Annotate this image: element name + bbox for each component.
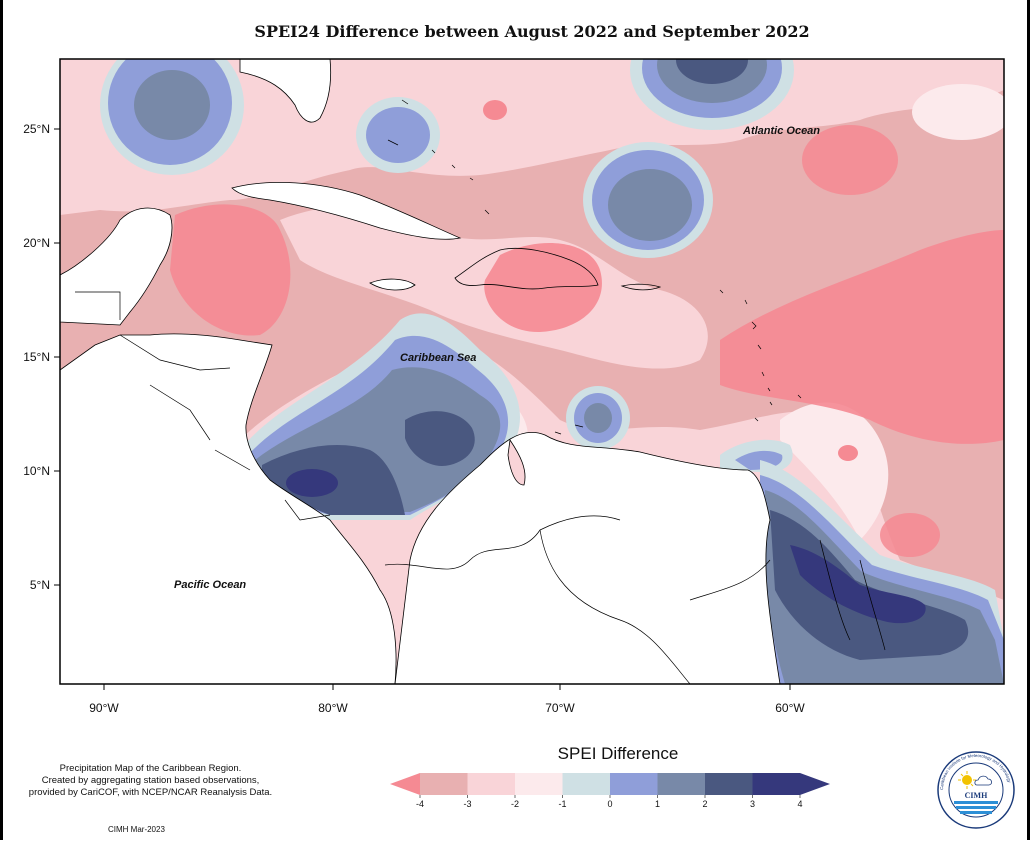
field-dry-small-guiana: [880, 513, 940, 557]
field-dry-atlantic: [802, 125, 898, 195]
land-mexico-yucatan: [60, 207, 173, 326]
wet-curacao: [566, 386, 630, 450]
field-dry-small-n: [483, 100, 507, 120]
plot-frame: [59, 58, 1005, 685]
legend-swatch: [390, 773, 420, 795]
land-florida: [239, 59, 332, 123]
lon-label-90w: 90°W: [89, 701, 119, 715]
legend-swatch: [610, 773, 658, 795]
wet-gulf: [100, 59, 244, 175]
legend-tick-label: 4: [797, 799, 802, 809]
field-dry-hispaniola: [484, 243, 602, 333]
legend-tick-label: -2: [511, 799, 519, 809]
field-dry-small-e: [838, 445, 858, 461]
land-hispaniola: [454, 247, 599, 290]
label-caribbean-sea: Caribbean Sea: [400, 352, 476, 364]
water-waves-icon: [954, 801, 998, 814]
land-south-america: [394, 431, 781, 684]
cloud-icon: [974, 775, 992, 786]
lat-label-5n: 5°N: [30, 578, 50, 592]
legend-swatch: [657, 773, 705, 795]
land-central-america: [60, 333, 397, 684]
legend-swatch: [705, 773, 753, 795]
legend-tick-label: 0: [607, 799, 612, 809]
legend-swatch: [420, 773, 468, 795]
field-dry-west: [170, 204, 291, 336]
legend-tick-label: 2: [702, 799, 707, 809]
legend-swatch: [752, 773, 830, 795]
wet-central-atlantic: [583, 142, 713, 258]
legend-colorbar: -4 -3 -2 -1 0 1 2 3 4: [390, 773, 830, 809]
field-white-northeast: [912, 84, 1004, 140]
land-jamaica: [369, 278, 416, 291]
field-white-east: [780, 402, 889, 540]
lat-label-25n: 25°N: [23, 122, 50, 136]
wet-north-atlantic: [630, 59, 794, 130]
legend-swatch: [562, 773, 610, 795]
legend-tick-label: 1: [655, 799, 660, 809]
legend-swatch: [467, 773, 515, 795]
legend-tick-label: -1: [558, 799, 566, 809]
lon-label-70w: 70°W: [545, 701, 575, 715]
footnote: Precipitation Map of the Caribbean Regio…: [8, 763, 293, 799]
wet-guianas: [760, 460, 1004, 684]
cimh-logo: Caribbean Institute for Meteorology and …: [937, 751, 1015, 829]
land-cuba: [231, 182, 462, 240]
legend-title: SPEI Difference: [557, 744, 679, 763]
axis-ticks: [54, 128, 791, 690]
lat-label-20n: 20°N: [23, 236, 50, 250]
land-puerto-rico: [620, 283, 662, 291]
footnote-line-1: Precipitation Map of the Caribbean Regio…: [59, 763, 242, 774]
land-venezuela-coast: [507, 438, 526, 486]
lon-label-60w: 60°W: [775, 701, 805, 715]
wet-sw-caribbean: [240, 313, 520, 520]
legend-tick-label: 3: [750, 799, 755, 809]
sun-icon: [962, 775, 972, 785]
lesser-antilles: [387, 99, 802, 435]
footnote-line-3: provided by CariCOF, with NCEP/NCAR Rean…: [28, 787, 273, 798]
lat-label-10n: 10°N: [23, 464, 50, 478]
spei-field: [60, 59, 1004, 684]
label-pacific-ocean: Pacific Ocean: [174, 579, 246, 591]
field-dry-east: [720, 230, 1004, 444]
country-borders: [75, 291, 886, 684]
lat-label-15n: 15°N: [23, 350, 50, 364]
legend-swatch: [515, 773, 563, 795]
credit-text: CIMH Mar-2023: [108, 825, 165, 834]
wet-bahamas: [356, 97, 440, 173]
lon-label-80w: 80°W: [318, 701, 348, 715]
map-title: SPEI24 Difference between August 2022 an…: [254, 22, 810, 41]
sun-rays-icon: [958, 771, 976, 789]
footnote-line-2: Created by aggregating station based obs…: [41, 775, 260, 786]
legend-tick-label: -3: [463, 799, 471, 809]
label-atlantic-ocean: Atlantic Ocean: [742, 125, 820, 137]
logo-text: CIMH: [965, 791, 988, 800]
legend-tick-label: -4: [416, 799, 424, 809]
